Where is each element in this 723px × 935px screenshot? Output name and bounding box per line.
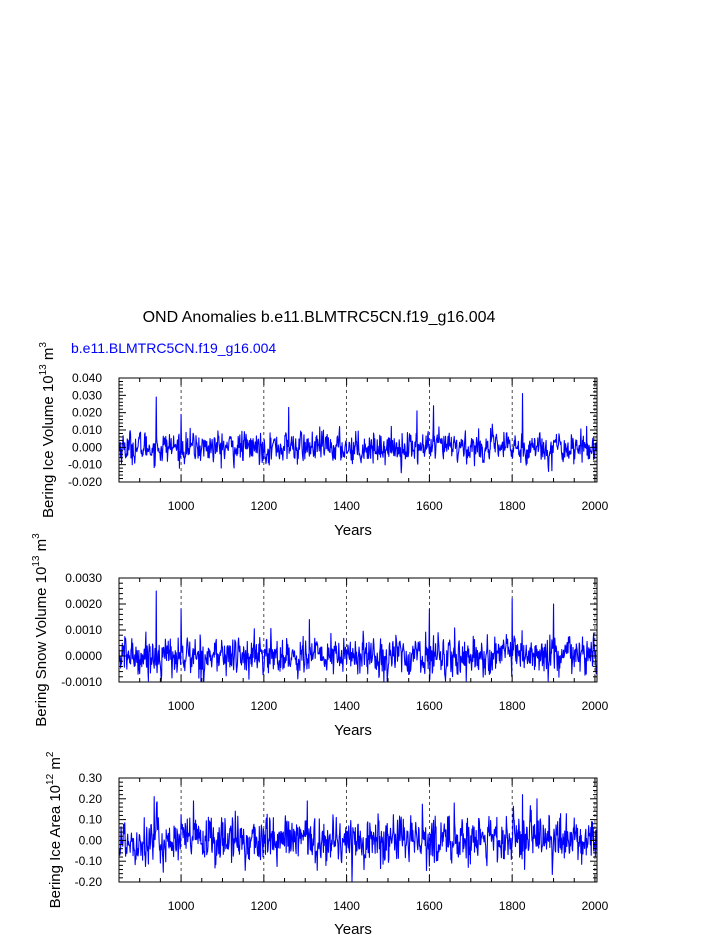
x-tick-label: 2000 bbox=[582, 699, 609, 713]
y-axis-label-part: m bbox=[40, 348, 57, 365]
series-line bbox=[118, 393, 598, 474]
y-axis-label: Bering Ice Volume 1013 m3 bbox=[38, 342, 57, 518]
y-tick-label: 0.0010 bbox=[65, 623, 102, 637]
y-tick-label: -0.20 bbox=[75, 875, 103, 889]
figure-subtitle: b.e11.BLMTRC5CN.f19_g16.004 bbox=[71, 340, 276, 356]
y-tick-label: 0.0020 bbox=[65, 597, 102, 611]
y-tick-label: 0.20 bbox=[79, 792, 103, 806]
x-tick-label: 1800 bbox=[499, 899, 526, 913]
x-tick-label: 1200 bbox=[250, 899, 277, 913]
y-tick-label: 0.0000 bbox=[65, 649, 102, 663]
x-tick-label: 1000 bbox=[168, 699, 195, 713]
x-tick-label: 2000 bbox=[582, 499, 609, 513]
y-axis-label-part: 3 bbox=[38, 342, 49, 348]
y-axis-label-part: Bering Ice Volume 10 bbox=[40, 375, 57, 518]
y-tick-label: 0.010 bbox=[72, 423, 102, 437]
y-axis-label-part: 13 bbox=[31, 555, 42, 567]
figure-title: OND Anomalies b.e11.BLMTRC5CN.f19_g16.00… bbox=[143, 309, 496, 326]
x-tick-label: 1200 bbox=[250, 699, 277, 713]
x-tick-label: 1600 bbox=[416, 699, 443, 713]
x-tick-label: 1400 bbox=[333, 499, 360, 513]
y-axis-label-part: 3 bbox=[31, 533, 42, 539]
x-tick-label: 1400 bbox=[333, 699, 360, 713]
y-axis-label-part: m bbox=[47, 757, 64, 774]
y-tick-label: -0.010 bbox=[68, 458, 102, 472]
x-axis-label: Years bbox=[334, 522, 372, 539]
x-axis-label: Years bbox=[334, 722, 372, 739]
y-tick-label: 0.0030 bbox=[65, 571, 102, 585]
panel-3: 1000 1200 1400 1600 1800 2000 0.30 0.20 0.10 0.00… bbox=[45, 751, 609, 935]
series-line bbox=[118, 794, 598, 882]
y-tick-label: 0.00 bbox=[79, 833, 103, 847]
y-tick-label: 0.030 bbox=[72, 388, 102, 402]
series-line bbox=[118, 590, 598, 683]
y-tick-label: 0.10 bbox=[79, 813, 103, 827]
x-tick-label: 1600 bbox=[416, 499, 443, 513]
panels: 1000 1200 1400 1600 1800 2000 0.040 0.030 0.020 0… bbox=[31, 342, 609, 935]
y-axis-label-part: 2 bbox=[45, 751, 56, 757]
x-tick-label: 2000 bbox=[582, 899, 609, 913]
x-axis-label: Years bbox=[334, 921, 372, 935]
y-axis-label-part: 13 bbox=[38, 364, 49, 376]
y-axis-label-part: Bering Ice Area 10 bbox=[47, 785, 64, 908]
x-tick-label: 1000 bbox=[168, 899, 195, 913]
y-tick-label: -0.10 bbox=[75, 854, 103, 868]
y-tick-label: -0.0010 bbox=[61, 675, 102, 689]
x-tick-label: 1800 bbox=[499, 699, 526, 713]
x-tick-label: 1600 bbox=[416, 899, 443, 913]
plot-frame bbox=[118, 777, 598, 883]
y-axis-label: Bering Ice Area 1012 m2 bbox=[45, 751, 64, 908]
y-axis-label: Bering Snow Volume 1013 m3 bbox=[31, 533, 50, 727]
panel-1: 1000 1200 1400 1600 1800 2000 0.040 0.030 0.020 0… bbox=[38, 342, 609, 539]
y-tick-label: 0.000 bbox=[72, 440, 102, 454]
x-tick-label: 1800 bbox=[499, 499, 526, 513]
y-tick-label: 0.020 bbox=[72, 406, 102, 420]
y-axis-label-part: 12 bbox=[45, 773, 56, 785]
x-tick-label: 1400 bbox=[333, 899, 360, 913]
panel-2: 1000 1200 1400 1600 1800 2000 0.0030 0.0020 0.00… bbox=[31, 533, 609, 739]
x-tick-label: 1200 bbox=[250, 499, 277, 513]
y-tick-label: 0.040 bbox=[72, 371, 102, 385]
y-axis-label-part: m bbox=[33, 539, 50, 556]
y-tick-label: -0.020 bbox=[68, 475, 102, 489]
y-tick-label: 0.30 bbox=[79, 771, 103, 785]
y-axis-label-part: Bering Snow Volume 10 bbox=[33, 567, 50, 727]
x-tick-label: 1000 bbox=[168, 499, 195, 513]
